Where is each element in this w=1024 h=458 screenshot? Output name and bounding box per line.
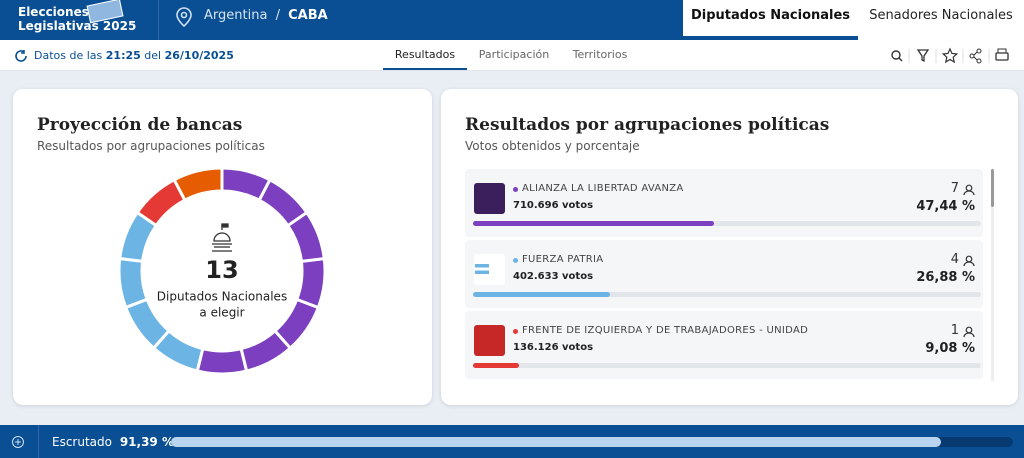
timestamp-time: 21:25 — [105, 49, 141, 62]
timestamp-text: Datos de las — [34, 49, 103, 62]
scrutiny-track — [171, 437, 1013, 447]
seat-icon — [963, 184, 975, 196]
percent-bar — [473, 363, 520, 368]
seat-segment — [285, 210, 326, 264]
seat-segment — [117, 256, 150, 310]
divider — [158, 0, 159, 40]
header: Elecciones Legislativas 2025 Argentina /… — [0, 0, 1024, 40]
seat-segment — [239, 328, 293, 373]
subheader: Datos de las 21:25 del 26/10/2025 Result… — [0, 40, 1024, 71]
party-percent: 47,44 % — [916, 199, 975, 214]
refresh-icon — [15, 50, 27, 62]
percent-track — [473, 292, 981, 297]
timestamp: Datos de las 21:25 del 26/10/2025 — [34, 49, 234, 62]
scrutiny: Escrutado 91,39 % — [52, 435, 174, 449]
divider — [38, 425, 39, 458]
party-seats: 1 — [950, 323, 959, 338]
scrutiny-value: 91,39 % — [119, 435, 174, 449]
center-label: Diputados Nacionales — [157, 290, 287, 304]
toolbar[interactable] — [884, 47, 1014, 65]
seat-segment — [135, 177, 187, 228]
district: CABA — [288, 8, 328, 23]
seat-segment — [294, 256, 327, 310]
party-list[interactable]: ALIANZA LA LIBERTAD AVANZA 710.696 votos 7… — [441, 89, 1018, 381]
tab[interactable]: Senadores Nacionales — [858, 0, 1024, 40]
party-item[interactable]: FRENTE DE IZQUIERDA Y DE TRABAJADORES - … — [465, 311, 983, 379]
party-votes: 136.126 votos — [513, 342, 594, 353]
country: Argentina — [204, 8, 268, 23]
seat-segment — [118, 210, 159, 264]
party-dot — [513, 187, 518, 192]
seat-segment — [151, 328, 205, 373]
location-icon — [176, 7, 192, 28]
party-percent: 26,88 % — [916, 270, 975, 285]
percent-bar — [473, 292, 610, 297]
seats-card: Proyección de bancas Resultados por agru… — [13, 89, 432, 405]
separator: / — [275, 8, 280, 23]
party-seats: 7 — [950, 181, 959, 196]
logo-flag — [475, 264, 489, 274]
subtab-active[interactable]: Resultados — [383, 40, 467, 70]
results-card: Resultados por agrupaciones políticas Vo… — [441, 89, 1018, 405]
party-logo — [474, 254, 505, 285]
party-name: FRENTE DE IZQUIERDA Y DE TRABAJADORES - … — [522, 325, 809, 336]
seats-total: 13 — [205, 256, 238, 284]
footer: Escrutado 91,39 % — [0, 425, 1024, 458]
scrutiny-bar — [171, 437, 941, 447]
party-percent: 9,08 % — [925, 341, 975, 356]
party-logo — [474, 183, 505, 214]
card-subtitle: Resultados por agrupaciones políticas — [37, 139, 265, 153]
brand[interactable]: Elecciones Legislativas 2025 — [18, 5, 136, 33]
party-logo — [474, 325, 505, 356]
scrollbar[interactable] — [991, 169, 994, 207]
seat-segment — [195, 346, 249, 376]
brand-line: Legislativas 2025 — [18, 19, 137, 33]
party-dot — [513, 329, 518, 334]
party-seats: 4 — [950, 252, 959, 267]
breadcrumb[interactable]: Argentina / CABA — [204, 8, 328, 23]
percent-bar — [473, 221, 714, 226]
tab-active[interactable]: Diputados Nacionales — [683, 0, 858, 40]
card-title: Proyección de bancas — [37, 115, 243, 135]
subtab[interactable]: Participación — [478, 48, 550, 61]
percent-track — [473, 363, 981, 368]
seat-segment — [123, 297, 172, 351]
scroll-track — [991, 169, 994, 381]
timestamp-text: del — [144, 49, 162, 62]
seat-segment — [257, 177, 309, 228]
seat-segment — [272, 297, 321, 351]
congress-icon — [212, 223, 232, 252]
scrutiny-label: Escrutado — [52, 435, 112, 449]
timestamp-date: 26/10/2025 — [164, 49, 234, 62]
subtab[interactable]: Territorios — [572, 48, 628, 61]
center-label: a elegir — [199, 306, 244, 320]
card-subtitle: Votos obtenidos y porcentaje — [465, 139, 640, 153]
party-item[interactable]: FUERZA PATRIA 402.633 votos 4 26,88 % — [465, 240, 983, 308]
party-votes: 402.633 votos — [513, 271, 594, 282]
party-dot — [513, 258, 518, 263]
seat-icon — [963, 326, 975, 338]
seat-icon — [963, 255, 975, 267]
expand-icon[interactable] — [11, 435, 25, 449]
card-title: Resultados por agrupaciones políticas — [465, 115, 830, 135]
brand-line: Elecciones — [18, 5, 89, 19]
percent-track — [473, 221, 981, 226]
party-votes: 710.696 votos — [513, 200, 594, 211]
party-name: FUERZA PATRIA — [522, 254, 604, 265]
seat-segment — [220, 166, 272, 203]
seats-donut: 13 Diputados Nacionales a elegir — [117, 166, 327, 376]
party-item[interactable]: ALIANZA LA LIBERTAD AVANZA 710.696 votos 7… — [465, 169, 983, 237]
party-name: ALIANZA LA LIBERTAD AVANZA — [522, 183, 684, 194]
